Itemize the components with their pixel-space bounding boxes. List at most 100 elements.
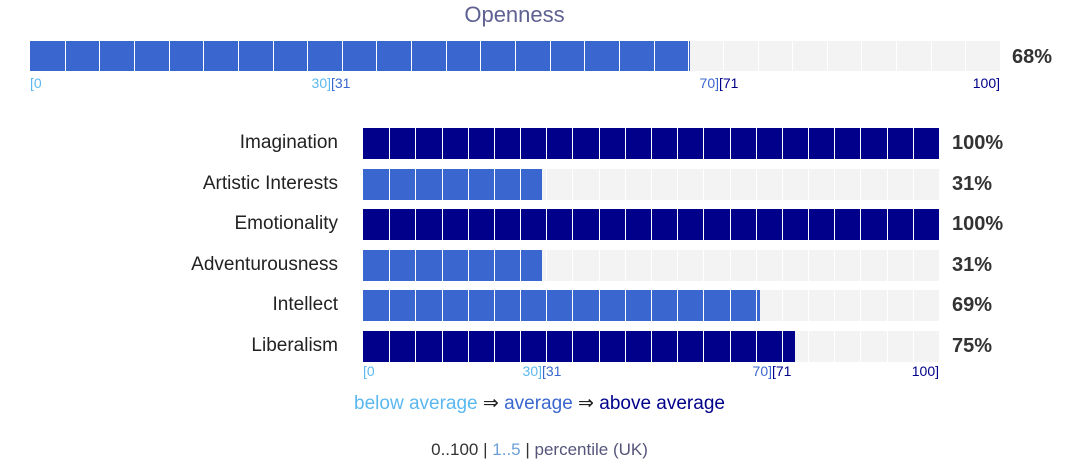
bar-segment-divider: [756, 169, 757, 200]
bar-segment-divider: [965, 41, 966, 71]
facet-bar-track: [363, 169, 939, 200]
bar-segment-divider: [415, 331, 416, 362]
bar-segment-divider: [584, 41, 585, 71]
bar-segment-divider: [572, 169, 573, 200]
scale-option-0-100[interactable]: 0..100: [431, 440, 479, 459]
bar-segment-divider: [703, 331, 704, 362]
bar-segment-divider: [703, 250, 704, 281]
bar-segment-divider: [677, 331, 678, 362]
bar-segment-divider: [703, 290, 704, 321]
axis-tick-label: 30]: [522, 363, 542, 379]
scale-option-1-5[interactable]: 1..5: [492, 440, 521, 459]
bar-segment-divider: [730, 169, 731, 200]
facet-bar-fill: [363, 209, 939, 240]
bar-segment-divider: [730, 290, 731, 321]
bar-segment-divider: [913, 169, 914, 200]
bar-segment-divider: [546, 128, 547, 159]
bar-segment-divider: [494, 209, 495, 240]
bar-segment-divider: [599, 290, 600, 321]
bar-segment-divider: [887, 290, 888, 321]
bar-segment-divider: [677, 250, 678, 281]
bar-segment-divider: [808, 169, 809, 200]
bar-segment-divider: [572, 331, 573, 362]
bar-segment-divider: [651, 169, 652, 200]
bar-segment-divider: [703, 128, 704, 159]
legend-arrow-icon: ⇒: [578, 393, 594, 414]
facet-label: Adventurousness: [191, 254, 338, 275]
bar-segment-divider: [730, 128, 731, 159]
scale-option-percentile[interactable]: percentile (UK): [534, 440, 648, 459]
bar-segment-divider: [860, 169, 861, 200]
bar-segment-divider: [415, 290, 416, 321]
bar-segment-divider: [730, 331, 731, 362]
facet-bar-fill: [363, 169, 542, 200]
bar-segment-divider: [887, 209, 888, 240]
bar-segment-divider: [913, 290, 914, 321]
legend-arrow-icon: ⇒: [482, 393, 499, 414]
axis-tick-label: 70]: [752, 363, 772, 379]
bar-segment-divider: [625, 290, 626, 321]
bar-segment-divider: [730, 250, 731, 281]
axis-tick-label: 30]: [311, 75, 331, 91]
bar-segment-divider: [834, 331, 835, 362]
bar-segment-divider: [931, 41, 932, 71]
bar-segment-divider: [494, 250, 495, 281]
bar-segment-divider: [169, 41, 170, 71]
axis-tick-label: [31: [331, 75, 351, 91]
bar-segment-divider: [834, 209, 835, 240]
facet-label: Imagination: [239, 132, 338, 153]
bar-segment-divider: [520, 209, 521, 240]
bar-segment-divider: [411, 41, 412, 71]
bar-segment-divider: [730, 209, 731, 240]
facet-bar-fill: [363, 128, 939, 159]
bar-segment-divider: [599, 250, 600, 281]
bar-segment-divider: [446, 41, 447, 71]
bar-segment-divider: [599, 209, 600, 240]
bar-segment-divider: [619, 41, 620, 71]
legend: below average ⇒ average ⇒ above average: [0, 392, 1079, 415]
bar-segment-divider: [834, 128, 835, 159]
legend-below-average: below average: [354, 393, 478, 414]
bar-segment-divider: [913, 250, 914, 281]
bar-segment-divider: [389, 331, 390, 362]
bar-segment-divider: [782, 250, 783, 281]
bar-segment-divider: [599, 128, 600, 159]
bar-segment-divider: [834, 290, 835, 321]
bar-segment-divider: [415, 209, 416, 240]
bar-segment-divider: [625, 250, 626, 281]
bar-segment-divider: [808, 250, 809, 281]
bar-segment-divider: [782, 290, 783, 321]
separator: |: [525, 440, 530, 459]
bar-segment-divider: [572, 250, 573, 281]
bar-segment-divider: [442, 250, 443, 281]
bar-segment-divider: [782, 169, 783, 200]
bar-segment-divider: [546, 290, 547, 321]
facet-value-label: 75%: [952, 335, 993, 357]
bar-segment-divider: [442, 331, 443, 362]
bar-segment-divider: [468, 209, 469, 240]
overall-value-label: 68%: [1012, 46, 1053, 68]
axis-tick-label: [71: [772, 363, 792, 379]
bar-segment-divider: [756, 209, 757, 240]
bar-segment-divider: [782, 128, 783, 159]
bar-segment-divider: [389, 290, 390, 321]
bar-segment-divider: [520, 250, 521, 281]
bar-segment-divider: [415, 169, 416, 200]
bar-segment-divider: [376, 41, 377, 71]
bar-segment-divider: [468, 331, 469, 362]
chart-title: Openness: [464, 2, 565, 27]
bar-segment-divider: [273, 41, 274, 71]
bar-segment-divider: [572, 209, 573, 240]
axis-tick-label: [0: [30, 75, 42, 91]
bar-segment-divider: [860, 209, 861, 240]
legend-average: average: [504, 393, 573, 414]
bar-segment-divider: [861, 41, 862, 71]
facet-bar-fill: [363, 250, 542, 281]
bar-segment-divider: [520, 331, 521, 362]
bar-segment-divider: [887, 128, 888, 159]
bar-segment-divider: [703, 169, 704, 200]
bar-segment-divider: [651, 331, 652, 362]
axis-tick-label: 100]: [911, 363, 939, 379]
bar-segment-divider: [677, 209, 678, 240]
bar-segment-divider: [520, 290, 521, 321]
